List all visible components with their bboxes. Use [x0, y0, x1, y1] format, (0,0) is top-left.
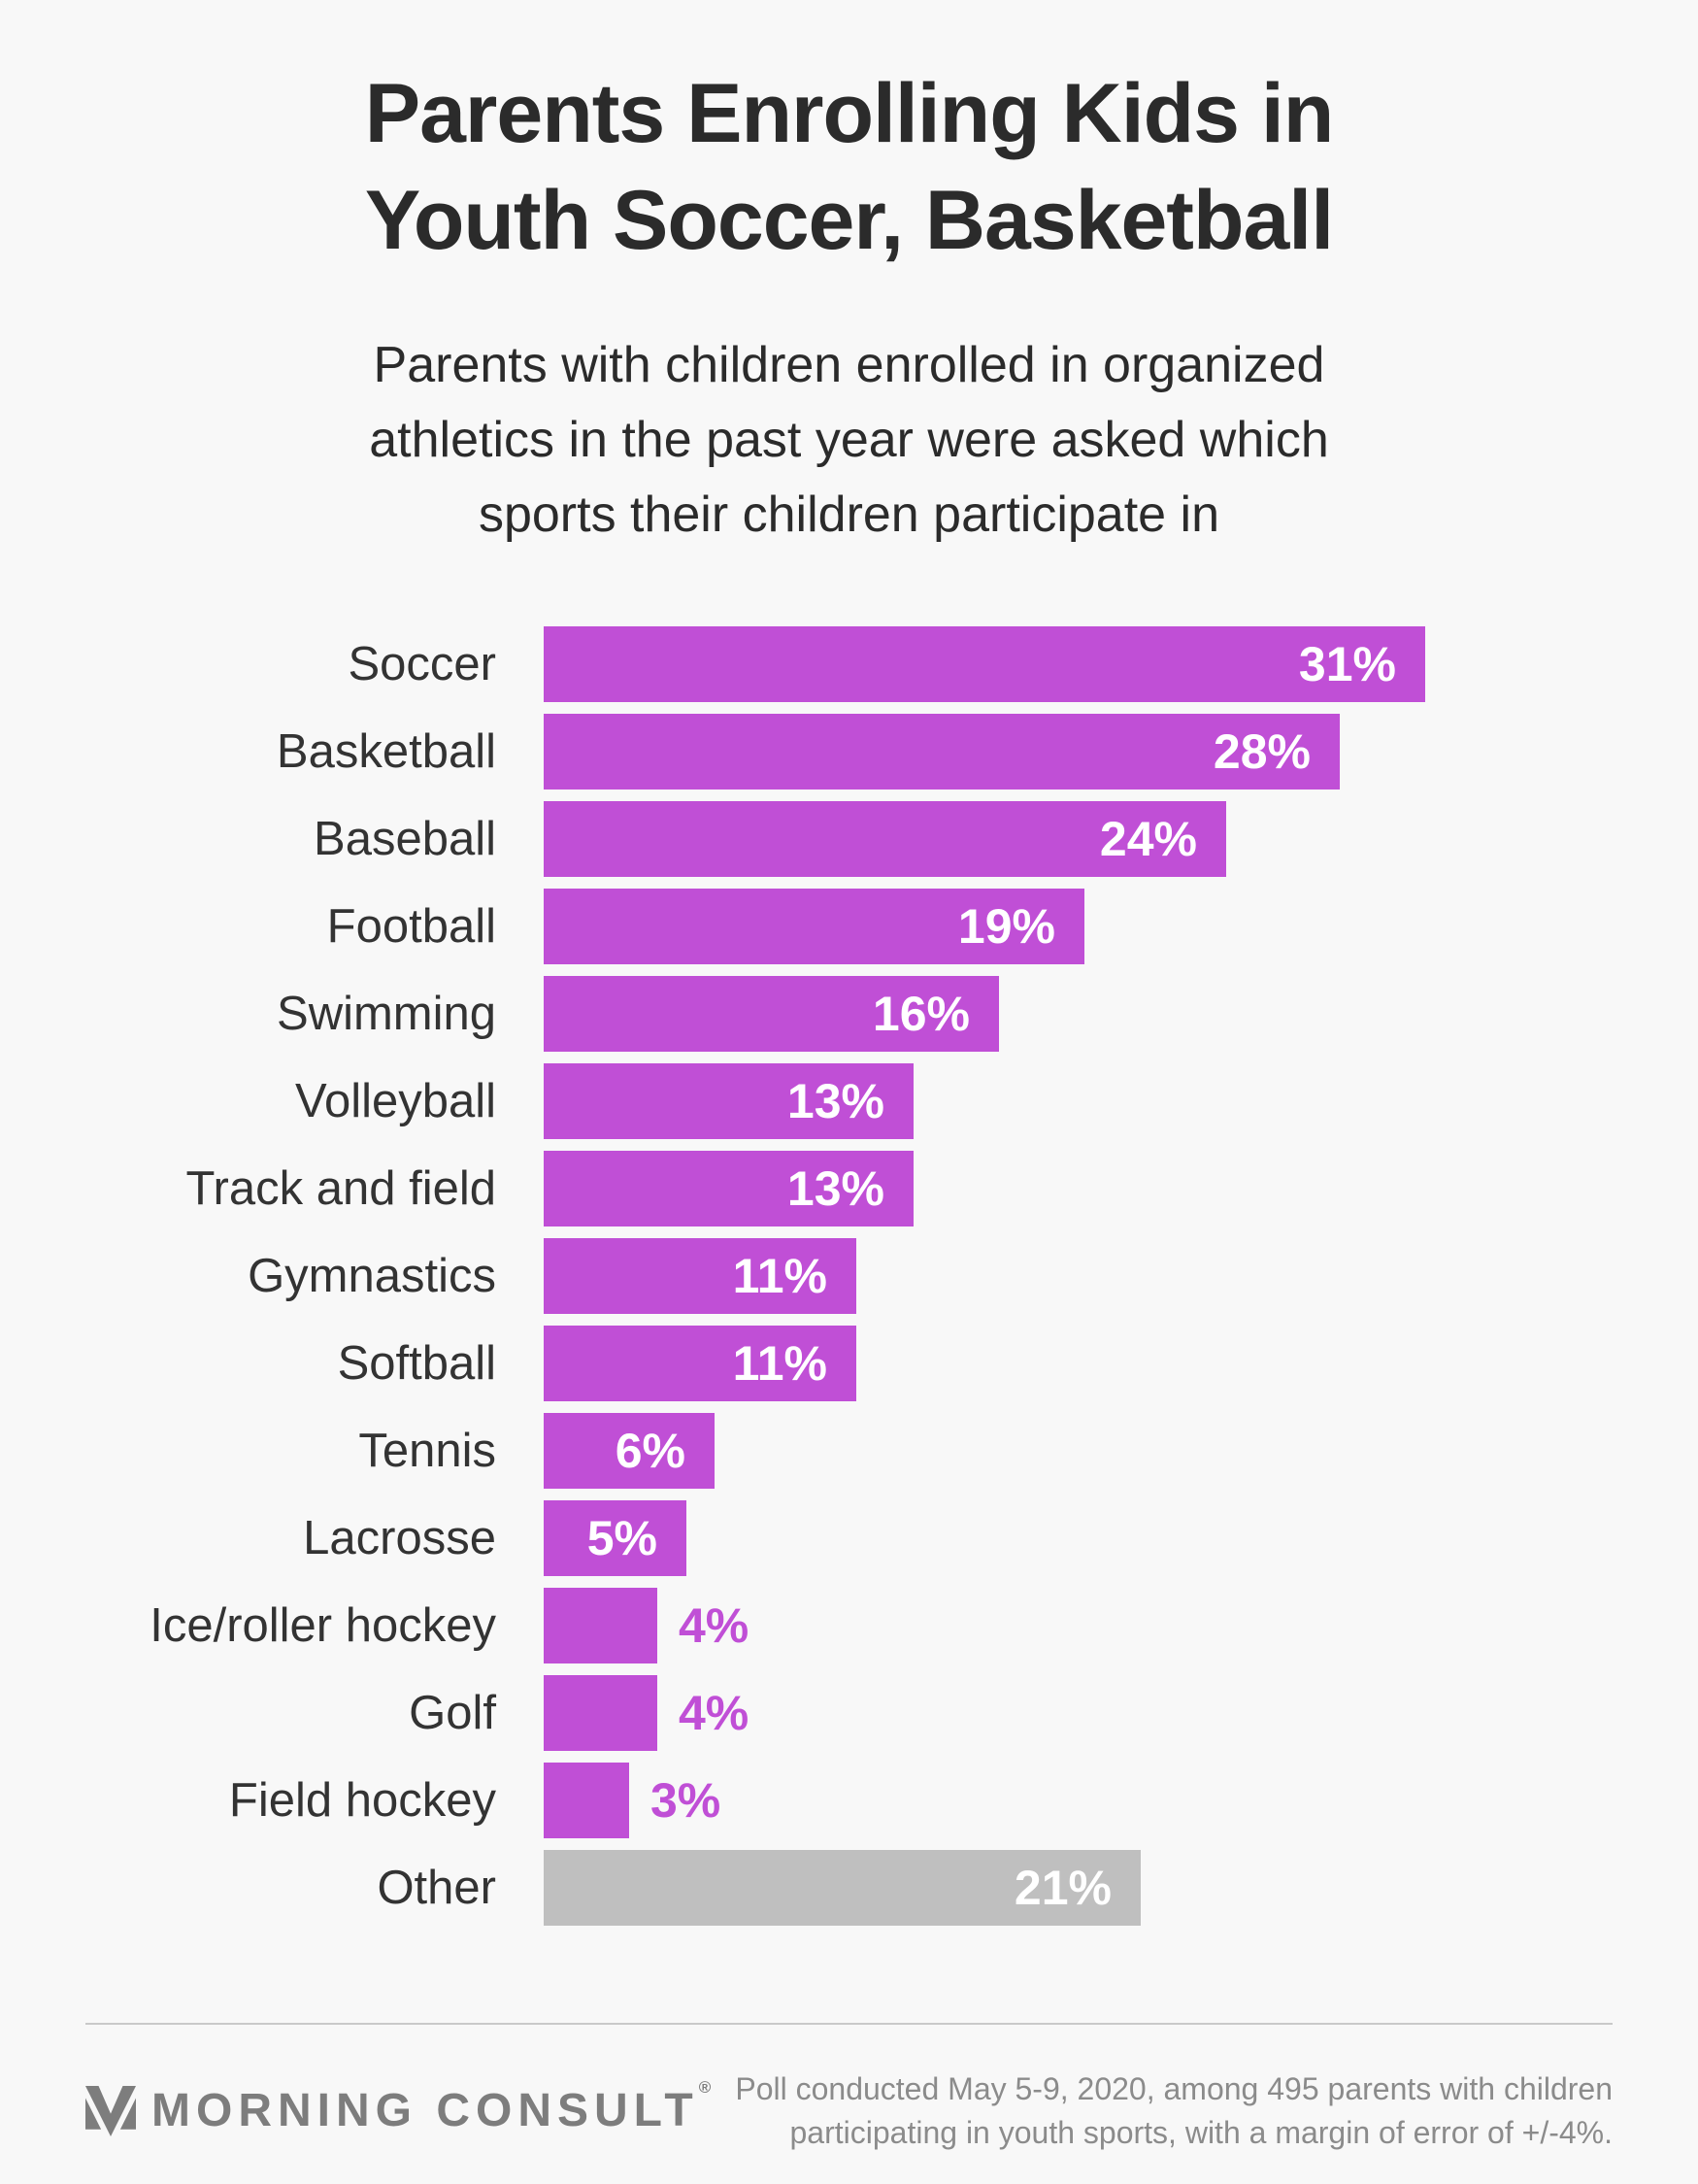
value-label-tennis: 6%	[615, 1424, 685, 1478]
chart-row-baseball: Baseball 24%	[85, 795, 1613, 883]
bar-area-track-and-field: 13%	[544, 1151, 1613, 1226]
chart-row-swimming: Swimming 16%	[85, 970, 1613, 1058]
bar-area-ice-roller-hockey: 4%	[544, 1588, 1613, 1663]
methodology-note-line-1: Poll conducted May 5-9, 2020, among 495 …	[735, 2071, 1613, 2106]
bar-softball: 11%	[544, 1326, 856, 1401]
value-label-other: 21%	[1014, 1861, 1112, 1915]
morning-consult-logo: MORNING CONSULT®	[85, 2078, 711, 2140]
value-label-basketball: 28%	[1213, 724, 1311, 779]
value-label-field-hockey: 3%	[650, 1773, 721, 1828]
bar-area-baseball: 24%	[544, 801, 1613, 877]
value-label-swimming: 16%	[872, 987, 970, 1041]
value-label-golf: 4%	[679, 1686, 749, 1740]
chart-subtitle-line-3: sports their children participate in	[478, 487, 1220, 544]
category-label-basketball: Basketball	[276, 725, 496, 778]
bar-area-golf: 4%	[544, 1675, 1613, 1751]
bar-area-volleyball: 13%	[544, 1063, 1613, 1139]
value-label-volleyball: 13%	[786, 1074, 884, 1128]
bar-area-swimming: 16%	[544, 976, 1613, 1052]
chart-row-volleyball: Volleyball 13%	[85, 1058, 1613, 1145]
chart-row-softball: Softball 11%	[85, 1320, 1613, 1407]
value-label-gymnastics: 11%	[732, 1249, 827, 1303]
category-label-gymnastics: Gymnastics	[248, 1250, 496, 1302]
bar-area-field-hockey: 3%	[544, 1763, 1613, 1838]
bar-area-softball: 11%	[544, 1326, 1613, 1401]
value-label-ice-roller-hockey: 4%	[679, 1598, 749, 1653]
value-label-track-and-field: 13%	[786, 1161, 884, 1216]
bar-area-football: 19%	[544, 889, 1613, 964]
category-label-lacrosse: Lacrosse	[303, 1512, 496, 1564]
bar-baseball: 24%	[544, 801, 1226, 877]
category-label-field-hockey: Field hockey	[228, 1774, 496, 1827]
registered-trademark-symbol: ®	[698, 2078, 712, 2098]
bar-area-lacrosse: 5%	[544, 1500, 1613, 1576]
category-label-soccer: Soccer	[348, 638, 496, 690]
category-label-volleyball: Volleyball	[294, 1075, 496, 1127]
bar-area-gymnastics: 11%	[544, 1238, 1613, 1314]
bar-lacrosse: 5%	[544, 1500, 686, 1576]
category-label-track-and-field: Track and field	[185, 1162, 496, 1215]
bar-area-other: 21%	[544, 1850, 1613, 1926]
chart-row-ice-roller-hockey: Ice/roller hockey 4%	[85, 1582, 1613, 1669]
page-title-line-1: Parents Enrolling Kids in	[364, 67, 1335, 160]
bar-golf	[544, 1675, 657, 1751]
chart-row-soccer: Soccer 31%	[85, 621, 1613, 708]
bar-field-hockey	[544, 1763, 629, 1838]
bar-chart: Soccer 31% Basketball 28% Baseball 24% Footbal…	[85, 621, 1613, 1932]
chart-row-golf: Golf 4%	[85, 1669, 1613, 1757]
value-label-soccer: 31%	[1298, 637, 1396, 691]
chart-subtitle: Parents with children enrolled in organi…	[0, 328, 1698, 553]
category-label-baseball: Baseball	[314, 813, 496, 865]
bar-swimming: 16%	[544, 976, 999, 1052]
chart-row-tennis: Tennis 6%	[85, 1407, 1613, 1495]
morning-consult-m-icon	[85, 2085, 136, 2136]
chart-row-other: Other 21%	[85, 1844, 1613, 1932]
chart-row-football: Football 19%	[85, 883, 1613, 970]
methodology-note-line-2: participating in youth sports, with a ma…	[789, 2114, 1614, 2150]
category-label-ice-roller-hockey: Ice/roller hockey	[150, 1599, 496, 1652]
chart-row-gymnastics: Gymnastics 11%	[85, 1232, 1613, 1320]
bar-volleyball: 13%	[544, 1063, 914, 1139]
category-label-other: Other	[377, 1862, 496, 1914]
value-label-softball: 11%	[732, 1336, 827, 1391]
category-label-swimming: Swimming	[277, 988, 496, 1040]
chart-row-field-hockey: Field hockey 3%	[85, 1757, 1613, 1844]
value-label-football: 19%	[957, 899, 1055, 954]
chart-row-track-and-field: Track and field 13%	[85, 1145, 1613, 1232]
value-label-baseball: 24%	[1099, 812, 1197, 866]
morning-consult-wordmark: MORNING CONSULT®	[151, 2078, 711, 2137]
category-label-softball: Softball	[337, 1337, 496, 1390]
bar-other: 21%	[544, 1850, 1141, 1926]
footer: MORNING CONSULT® Poll conducted May 5-9,…	[85, 2023, 1613, 2155]
bar-soccer: 31%	[544, 626, 1425, 702]
chart-subtitle-line-2: athletics in the past year were asked wh…	[369, 412, 1329, 469]
bar-area-tennis: 6%	[544, 1413, 1613, 1489]
chart-subtitle-line-1: Parents with children enrolled in organi…	[373, 337, 1325, 394]
chart-row-lacrosse: Lacrosse 5%	[85, 1495, 1613, 1582]
bar-ice-roller-hockey	[544, 1588, 657, 1663]
chart-row-basketball: Basketball 28%	[85, 708, 1613, 795]
category-label-football: Football	[326, 900, 496, 953]
bar-tennis: 6%	[544, 1413, 715, 1489]
bar-track-and-field: 13%	[544, 1151, 914, 1226]
methodology-note: Poll conducted May 5-9, 2020, among 495 …	[735, 2067, 1613, 2155]
bar-area-basketball: 28%	[544, 714, 1613, 790]
page-title-line-2: Youth Soccer, Basketball	[364, 174, 1334, 268]
bar-football: 19%	[544, 889, 1084, 964]
category-label-tennis: Tennis	[358, 1425, 496, 1477]
page-title: Parents Enrolling Kids in Youth Soccer, …	[0, 0, 1698, 274]
brand-name: MORNING CONSULT	[151, 2085, 699, 2137]
footer-inner: MORNING CONSULT® Poll conducted May 5-9,…	[85, 2067, 1613, 2155]
bar-area-soccer: 31%	[544, 626, 1613, 702]
category-label-golf: Golf	[409, 1687, 496, 1739]
bar-basketball: 28%	[544, 714, 1340, 790]
value-label-lacrosse: 5%	[586, 1511, 657, 1565]
bar-gymnastics: 11%	[544, 1238, 856, 1314]
